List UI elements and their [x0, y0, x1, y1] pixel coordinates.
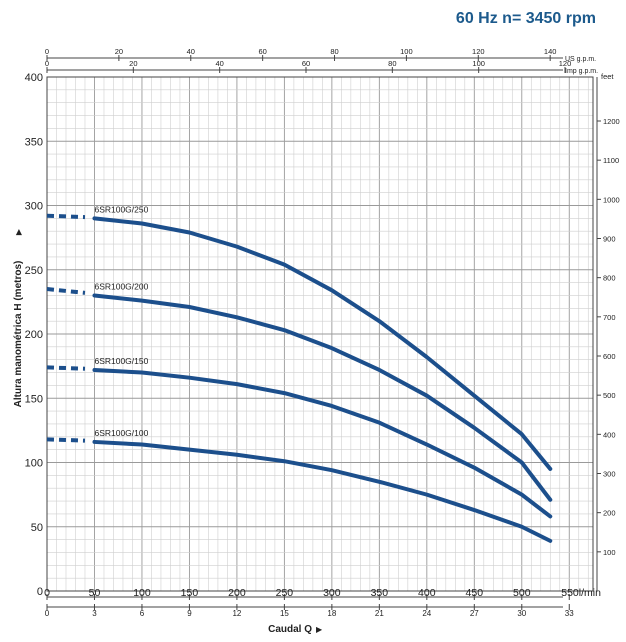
x-tick-label: 100: [133, 587, 151, 599]
us-gpm-tick-label: 60: [258, 47, 266, 56]
m3h-tick-label: 33: [565, 609, 574, 618]
m3h-tick-label: 15: [280, 609, 289, 618]
x-tick-label: 250: [276, 587, 294, 599]
series-line: [92, 367, 553, 519]
y-tick-label: 0: [37, 586, 43, 598]
imp-gpm-tick-label: 100: [472, 59, 485, 68]
m3h-tick-label: 6: [140, 609, 145, 618]
feet-tick-label: 500: [603, 391, 616, 400]
series-line: [92, 439, 553, 543]
x-tick-label: 550l/min: [561, 587, 601, 599]
us-gpm-tick-label: 120: [472, 47, 485, 56]
m3h-tick-label: 27: [470, 609, 479, 618]
y-axis-arrow-icon: ▶: [14, 228, 23, 235]
series-label: 6SR100G/150: [94, 356, 148, 366]
imp-gpm-tick-label: 20: [129, 59, 137, 68]
m3h-tick-label: 30: [517, 609, 526, 618]
m3h-tick-label: 3: [92, 609, 97, 618]
imp-gpm-tick-label: 40: [215, 59, 223, 68]
feet-tick-label: 800: [603, 274, 616, 283]
series-label: 6SR100G/250: [94, 204, 148, 214]
y-tick-label: 200: [25, 329, 43, 341]
m3h-tick-label: 18: [327, 609, 336, 618]
x-axis-label: Caudal Q: [268, 624, 312, 635]
x-tick-label: 150: [181, 587, 199, 599]
series-dashed-line: [46, 437, 86, 443]
series-dashed-line: [46, 365, 86, 371]
us-gpm-tick-label: 20: [115, 47, 123, 56]
feet-tick-label: 200: [603, 509, 616, 518]
y-tick-label: 400: [25, 72, 43, 84]
feet-tick-label: 100: [603, 548, 616, 557]
us-gpm-tick-label: 0: [45, 47, 49, 56]
series-label: 6SR100G/100: [94, 428, 148, 438]
x-tick-label: 350: [371, 587, 389, 599]
imp-gpm-unit: Imp g.p.m.: [565, 68, 598, 75]
feet-tick-label: 400: [603, 430, 616, 439]
series-dashed-line: [46, 287, 86, 295]
x-tick-label: 450: [466, 587, 484, 599]
x-tick-label: 300: [323, 587, 341, 599]
y-tick-label: 50: [31, 522, 43, 534]
us-gpm-tick-label: 80: [330, 47, 338, 56]
feet-tick-label: 600: [603, 352, 616, 361]
y-tick-label: 300: [25, 201, 43, 213]
feet-tick-label: 1100: [603, 156, 619, 165]
x-tick-label: 0: [44, 587, 50, 599]
y-tick-label: 150: [25, 393, 43, 405]
imp-gpm-tick-label: 60: [302, 59, 310, 68]
y-tick-label: 350: [25, 136, 43, 148]
feet-tick-label: 300: [603, 469, 616, 478]
x-tick-label: 500: [513, 587, 531, 599]
x-tick-label: 200: [228, 587, 246, 599]
m3h-tick-label: 21: [375, 609, 384, 618]
x-tick-label: 400: [418, 587, 436, 599]
y-axis-label: Altura manométrica H (metros): [13, 261, 24, 408]
imp-gpm-tick-label: 120: [559, 59, 572, 68]
series-label: 6SR100G/200: [94, 281, 148, 291]
plot-frame: [46, 76, 594, 592]
x-axis-arrow-icon: ▶: [316, 625, 323, 634]
x-tick-label: 50: [89, 587, 101, 599]
us-gpm-tick-label: 140: [544, 47, 557, 56]
us-gpm-tick-label: 100: [400, 47, 413, 56]
feet-tick-label: 1000: [603, 195, 620, 204]
y-tick-label: 100: [25, 458, 43, 470]
chart-title: 60 Hz n= 3450 rpm: [455, 10, 596, 27]
series-line: [92, 293, 553, 502]
us-gpm-tick-label: 40: [187, 47, 195, 56]
imp-gpm-tick-label: 80: [388, 59, 396, 68]
us-gpm-unit: US g.p.m.: [565, 56, 596, 63]
feet-tick-label: 900: [603, 234, 616, 243]
y-tick-label: 250: [25, 265, 43, 277]
m3h-tick-label: 24: [422, 609, 431, 618]
feet-tick-label: 1200: [603, 117, 620, 126]
m3h-tick-label: 9: [187, 609, 192, 618]
feet-unit: feet: [601, 72, 614, 81]
m3h-tick-label: 12: [232, 609, 241, 618]
series-dashed-line: [46, 213, 86, 220]
imp-gpm-tick-label: 0: [45, 59, 49, 68]
series-line: [92, 216, 553, 471]
feet-tick-label: 700: [603, 313, 616, 322]
m3h-tick-label: 0: [45, 609, 50, 618]
